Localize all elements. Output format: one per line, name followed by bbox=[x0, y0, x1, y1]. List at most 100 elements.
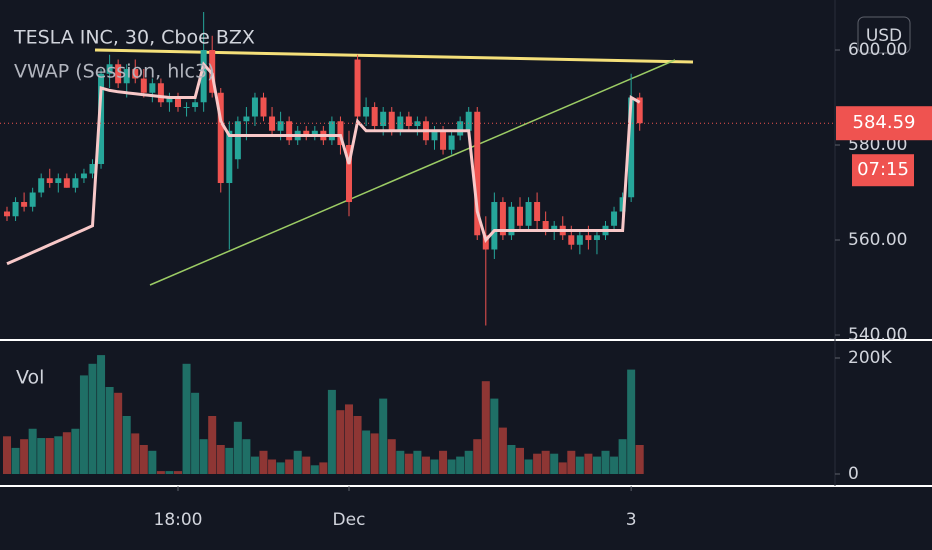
volume-bar bbox=[456, 456, 465, 474]
volume-bar bbox=[516, 447, 524, 474]
volume-bar bbox=[490, 398, 499, 474]
candle-body bbox=[140, 78, 147, 93]
volume-bar bbox=[430, 459, 439, 474]
volume-bar bbox=[165, 471, 174, 474]
volume-bar bbox=[575, 456, 584, 474]
x-tick-label: Dec bbox=[333, 510, 366, 530]
volume-bar bbox=[353, 415, 362, 474]
currency-label[interactable]: USD bbox=[866, 26, 902, 46]
candle-body bbox=[123, 69, 130, 84]
volume-bar bbox=[550, 453, 559, 474]
volume-bar bbox=[174, 471, 182, 474]
candle-body bbox=[593, 235, 600, 241]
candle-body bbox=[38, 178, 45, 193]
candle-body bbox=[491, 202, 498, 250]
candle-body bbox=[448, 135, 455, 150]
volume-bar bbox=[105, 386, 114, 474]
candle-body bbox=[482, 235, 489, 250]
candle-body bbox=[303, 130, 310, 136]
x-tick-label: 3 bbox=[626, 510, 637, 530]
candle-body bbox=[414, 121, 421, 127]
volume-bar bbox=[413, 450, 422, 474]
candle-body bbox=[251, 97, 258, 117]
volume-bar bbox=[336, 410, 345, 474]
volume-bar bbox=[191, 392, 200, 474]
y-tick-label: 0 bbox=[848, 464, 859, 484]
candle-body bbox=[508, 206, 515, 236]
volume-bar bbox=[131, 433, 140, 474]
volume-bar bbox=[584, 453, 593, 474]
volume-bar bbox=[310, 465, 319, 474]
volume-bar bbox=[524, 459, 533, 474]
volume-bar bbox=[259, 450, 268, 474]
volume-bar bbox=[533, 453, 542, 474]
volume-label: Vol bbox=[16, 367, 44, 389]
candle-body bbox=[12, 202, 19, 217]
volume-bar bbox=[404, 453, 413, 474]
candle-body bbox=[209, 50, 216, 93]
volume-bar bbox=[225, 447, 234, 474]
candle-body bbox=[200, 50, 207, 103]
candle-body bbox=[628, 97, 635, 198]
vwap-line bbox=[6, 61, 641, 266]
volume-bar bbox=[362, 430, 371, 474]
candle-body bbox=[363, 107, 370, 117]
candle-body bbox=[585, 235, 592, 241]
volume-bar bbox=[481, 381, 490, 474]
volume-bar bbox=[20, 439, 29, 474]
candle-body bbox=[551, 225, 558, 231]
candle-body bbox=[72, 178, 79, 188]
volume-bar bbox=[567, 450, 576, 474]
volume-bar bbox=[156, 471, 165, 474]
volume-bar bbox=[71, 428, 80, 474]
candle-body bbox=[29, 192, 36, 207]
y-tick-label: 560.00 bbox=[848, 230, 907, 250]
volume-bar bbox=[327, 389, 336, 474]
candle-body bbox=[157, 83, 164, 103]
volume-bar bbox=[216, 444, 225, 474]
volume-bar bbox=[268, 459, 277, 474]
volume-bar bbox=[250, 456, 259, 474]
currency-box[interactable] bbox=[857, 16, 911, 54]
candle-body bbox=[542, 221, 549, 231]
volume-bar bbox=[11, 447, 20, 474]
volume-bar bbox=[592, 456, 601, 474]
y-tick-label: 600.00 bbox=[848, 40, 907, 60]
volume-bar bbox=[293, 450, 302, 474]
candle-body bbox=[457, 121, 464, 136]
candle-body bbox=[525, 202, 532, 226]
candle-body bbox=[277, 121, 284, 131]
volume-bar bbox=[447, 459, 456, 474]
volume-bar bbox=[45, 438, 54, 474]
candle-body bbox=[4, 211, 10, 217]
candle-body bbox=[80, 173, 87, 179]
candle-body bbox=[405, 116, 412, 127]
candle-body bbox=[337, 121, 344, 146]
volume-bar bbox=[370, 433, 379, 474]
volume-bar bbox=[62, 432, 71, 474]
candle-body bbox=[260, 97, 267, 117]
candle-body bbox=[21, 202, 28, 207]
candle-body bbox=[234, 121, 241, 160]
volume-bar bbox=[635, 444, 644, 474]
last-price-box bbox=[836, 106, 932, 141]
candle-body bbox=[63, 178, 70, 188]
candle-body bbox=[431, 130, 438, 141]
volume-bar bbox=[208, 415, 217, 474]
resistance-line bbox=[94, 48, 694, 64]
y-tick-label: 540.00 bbox=[848, 325, 907, 345]
candle-body bbox=[46, 178, 53, 184]
volume-bar bbox=[148, 450, 157, 474]
y-tick-label: 200K bbox=[848, 348, 892, 368]
candle-body bbox=[98, 73, 105, 165]
volume-bar bbox=[28, 428, 37, 474]
marks bbox=[3, 12, 644, 474]
volume-bar bbox=[199, 439, 208, 474]
volume-bar bbox=[319, 462, 328, 474]
candle-body bbox=[371, 107, 378, 127]
candle-body bbox=[243, 116, 250, 122]
volume-bar bbox=[379, 398, 388, 474]
candle-body bbox=[183, 107, 190, 109]
candle-body bbox=[55, 178, 62, 184]
